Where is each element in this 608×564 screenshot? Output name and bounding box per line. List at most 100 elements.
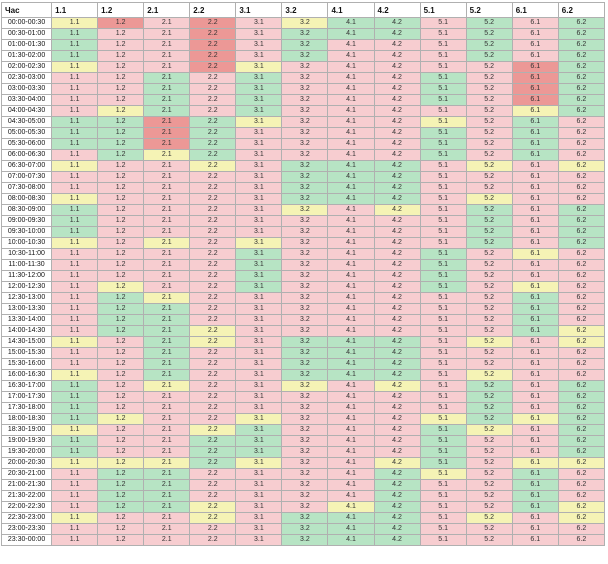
schedule-cell: 3.1: [235, 314, 283, 326]
schedule-cell: 5.1: [419, 237, 467, 249]
schedule-cell: 6.1: [511, 490, 559, 502]
schedule-cell: 3.2: [281, 479, 329, 491]
schedule-cell: 4.2: [373, 182, 421, 194]
schedule-cell: 4.1: [327, 138, 375, 150]
schedule-cell: 5.2: [465, 171, 513, 183]
schedule-cell: 5.2: [465, 226, 513, 238]
schedule-cell: 5.1: [419, 171, 467, 183]
schedule-cell: 2.1: [143, 226, 191, 238]
column-header: 2.1: [143, 2, 191, 18]
schedule-cell: 1.2: [97, 347, 145, 359]
schedule-cell: 1.2: [97, 325, 145, 337]
schedule-cell: 5.2: [465, 347, 513, 359]
schedule-cell: 1.1: [51, 171, 99, 183]
time-slot-cell: 14:30-15:00: [0, 336, 53, 348]
schedule-cell: 4.2: [373, 490, 421, 502]
schedule-cell: 3.2: [281, 490, 329, 502]
schedule-cell: 2.1: [143, 281, 191, 293]
schedule-cell: 3.2: [281, 28, 329, 40]
column-header-hour: Час: [0, 2, 53, 18]
schedule-cell: 4.2: [373, 424, 421, 436]
schedule-cell: 5.2: [465, 204, 513, 216]
schedule-cell: 6.2: [557, 28, 606, 40]
schedule-cell: 3.1: [235, 248, 283, 260]
schedule-cell: 6.2: [557, 380, 606, 392]
schedule-cell: 4.1: [327, 325, 375, 337]
schedule-cell: 1.1: [51, 336, 99, 348]
schedule-cell: 4.2: [373, 215, 421, 227]
schedule-cell: 6.1: [511, 72, 559, 84]
schedule-cell: 4.2: [373, 457, 421, 469]
schedule-cell: 4.1: [327, 182, 375, 194]
schedule-cell: 6.2: [557, 138, 606, 150]
schedule-cell: 5.2: [465, 193, 513, 205]
schedule-cell: 4.2: [373, 259, 421, 271]
schedule-cell: 5.2: [465, 369, 513, 381]
time-slot-cell: 12:30-13:00: [0, 292, 53, 304]
schedule-cell: 2.2: [189, 28, 237, 40]
schedule-cell: 5.1: [419, 347, 467, 359]
schedule-cell: 6.2: [557, 347, 606, 359]
schedule-cell: 1.2: [97, 248, 145, 260]
schedule-cell: 3.1: [235, 347, 283, 359]
schedule-cell: 3.1: [235, 457, 283, 469]
table-row: 07:00-07:30 1.1 1.2 2.1 2.2 3.1 3.2 4.1 4.2 5.1 5.…: [0, 171, 606, 183]
schedule-cell: 6.2: [557, 424, 606, 436]
schedule-cell: 1.2: [97, 468, 145, 480]
table-row: 21:30-22:00 1.1 1.2 2.1 2.2 3.1 3.2 4.1 4.2 5.1 5.…: [0, 490, 606, 502]
schedule-cell: 6.1: [511, 138, 559, 150]
schedule-cell: 1.2: [97, 501, 145, 513]
schedule-cell: 2.1: [143, 369, 191, 381]
schedule-cell: 6.2: [557, 127, 606, 139]
schedule-cell: 1.1: [51, 413, 99, 425]
schedule-cell: 4.1: [327, 270, 375, 282]
schedule-cell: 6.1: [511, 28, 559, 40]
schedule-cell: 2.1: [143, 116, 191, 128]
time-slot-cell: 01:00-01:30: [0, 39, 53, 51]
schedule-cell: 1.1: [51, 149, 99, 161]
schedule-cell: 6.2: [557, 468, 606, 480]
schedule-cell: 1.2: [97, 270, 145, 282]
schedule-cell: 6.2: [557, 50, 606, 62]
schedule-cell: 2.1: [143, 501, 191, 513]
schedule-cell: 1.1: [51, 479, 99, 491]
schedule-cell: 1.1: [51, 105, 99, 117]
schedule-cell: 1.1: [51, 138, 99, 150]
schedule-cell: 3.2: [281, 116, 329, 128]
schedule-cell: 3.1: [235, 39, 283, 51]
schedule-cell: 5.2: [465, 116, 513, 128]
schedule-cell: 2.1: [143, 402, 191, 414]
schedule-cell: 1.1: [51, 402, 99, 414]
schedule-cell: 3.1: [235, 94, 283, 106]
table-row: 05:30-06:00 1.1 1.2 2.1 2.2 3.1 3.2 4.1 4.2 5.1 5.…: [0, 138, 606, 150]
time-slot-cell: 17:30-18:00: [0, 402, 53, 414]
schedule-cell: 3.2: [281, 83, 329, 95]
schedule-cell: 3.1: [235, 105, 283, 117]
schedule-cell: 4.1: [327, 534, 375, 546]
schedule-cell: 5.1: [419, 182, 467, 194]
table-row: 06:00-06:30 1.1 1.2 2.1 2.2 3.1 3.2 4.1 4.2 5.1 5.…: [0, 149, 606, 161]
schedule-cell: 4.2: [373, 39, 421, 51]
table-row: 17:00-17:30 1.1 1.2 2.1 2.2 3.1 3.2 4.1 4.2 5.1 5.…: [0, 391, 606, 403]
schedule-cell: 5.1: [419, 193, 467, 205]
schedule-cell: 6.1: [511, 380, 559, 392]
schedule-cell: 5.2: [465, 83, 513, 95]
schedule-cell: 5.1: [419, 314, 467, 326]
schedule-cell: 2.2: [189, 446, 237, 458]
schedule-cell: 1.2: [97, 39, 145, 51]
schedule-cell: 4.2: [373, 281, 421, 293]
schedule-cell: 5.1: [419, 138, 467, 150]
schedule-cell: 5.1: [419, 39, 467, 51]
schedule-cell: 1.2: [97, 336, 145, 348]
schedule-cell: 6.2: [557, 61, 606, 73]
schedule-cell: 2.2: [189, 259, 237, 271]
schedule-cell: 5.1: [419, 160, 467, 172]
schedule-cell: 5.2: [465, 215, 513, 227]
schedule-cell: 3.1: [235, 138, 283, 150]
schedule-cell: 4.2: [373, 468, 421, 480]
schedule-cell: 1.1: [51, 193, 99, 205]
schedule-cell: 3.2: [281, 215, 329, 227]
schedule-cell: 2.1: [143, 28, 191, 40]
schedule-cell: 2.1: [143, 259, 191, 271]
schedule-cell: 6.1: [511, 303, 559, 315]
